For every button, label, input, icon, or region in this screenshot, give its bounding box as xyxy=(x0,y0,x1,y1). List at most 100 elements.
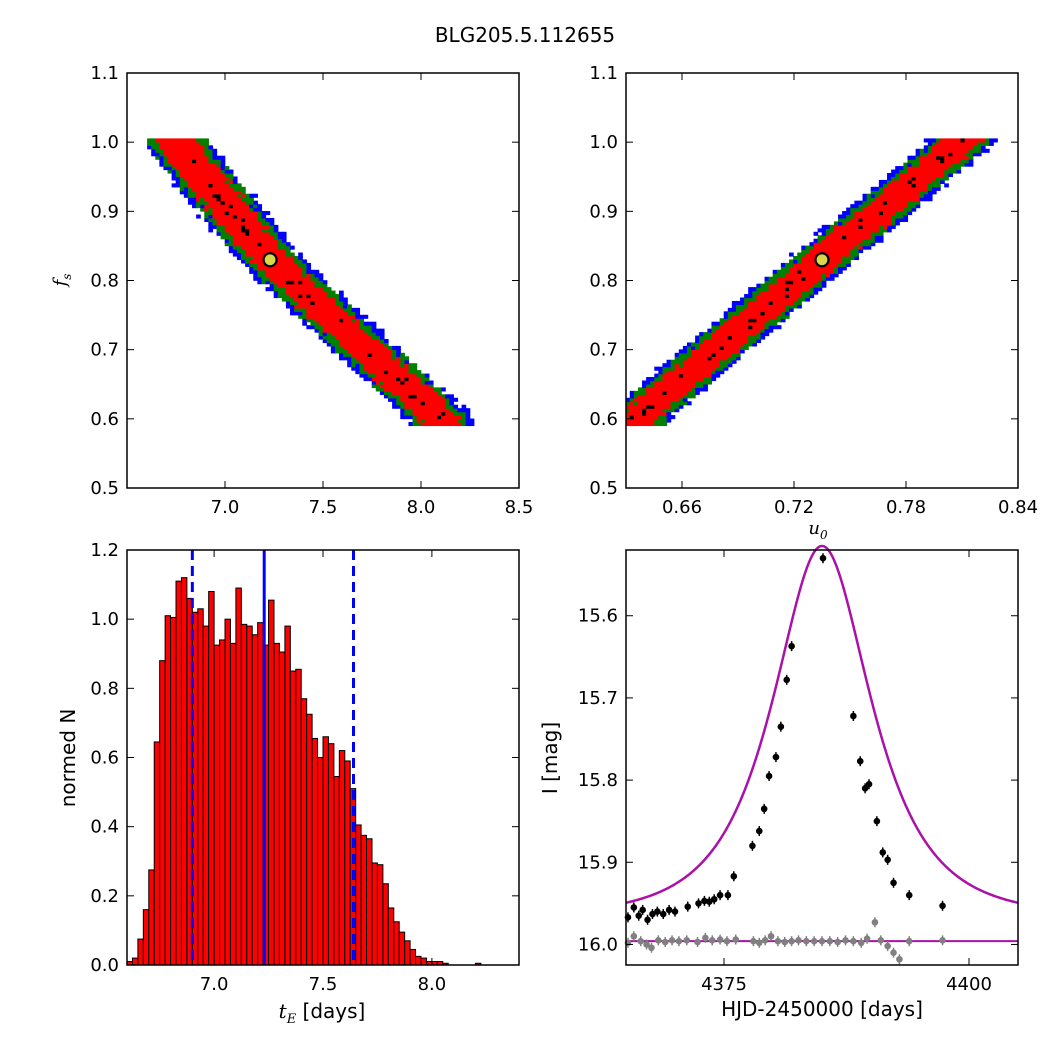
density-cell xyxy=(224,228,230,233)
p1-xtick-label: 7.0 xyxy=(211,497,240,518)
density-cell xyxy=(355,345,361,350)
density-cell xyxy=(371,366,377,371)
density-cell xyxy=(907,179,913,184)
density-cell xyxy=(764,287,770,292)
density-cell xyxy=(408,366,414,371)
density-cell xyxy=(719,318,725,323)
density-cell xyxy=(817,276,823,281)
density-cell xyxy=(363,321,369,326)
density-cell xyxy=(388,390,393,395)
density-cell xyxy=(330,332,336,337)
density-cell xyxy=(723,325,729,330)
data-point xyxy=(649,910,656,918)
p4-ytick-label: 15.9 xyxy=(578,852,618,873)
density-cell xyxy=(833,262,839,267)
residual-point xyxy=(781,938,789,946)
density-cell xyxy=(249,207,254,212)
density-cell xyxy=(850,221,855,226)
density-cell xyxy=(232,186,238,191)
density-cell xyxy=(241,211,246,216)
density-cell xyxy=(294,255,299,261)
density-cell xyxy=(277,290,283,295)
density-cell xyxy=(654,390,659,395)
density-cell xyxy=(784,280,790,285)
density-cell xyxy=(744,311,749,316)
density-cell xyxy=(829,242,835,247)
density-cell xyxy=(731,342,737,347)
density-cell xyxy=(678,377,684,382)
residual-point xyxy=(755,939,763,947)
density-cell xyxy=(723,349,729,354)
density-cell xyxy=(200,179,205,184)
density-cell xyxy=(245,204,250,209)
density-cell xyxy=(650,394,655,399)
density-cell xyxy=(359,338,365,344)
density-cell xyxy=(744,307,749,312)
best-fit-point xyxy=(814,252,830,268)
density-cell xyxy=(424,401,430,406)
p4-ytick-label: 15.6 xyxy=(578,606,618,627)
density-cell xyxy=(838,224,843,229)
density-cell xyxy=(805,245,811,250)
p2-ytick-label: 0.8 xyxy=(589,271,618,292)
density-cell xyxy=(208,211,214,216)
density-cell xyxy=(891,207,896,212)
density-cell xyxy=(895,186,900,191)
density-cell xyxy=(633,418,639,423)
density-cell xyxy=(911,162,917,167)
density-cell xyxy=(420,373,426,378)
density-cell xyxy=(866,224,872,229)
density-cell xyxy=(780,290,786,295)
density-cell xyxy=(330,318,336,323)
density-cell xyxy=(911,193,917,198)
density-cell xyxy=(212,186,218,191)
density-cell xyxy=(691,349,696,354)
density-cell xyxy=(833,238,839,243)
data-point xyxy=(630,904,638,911)
density-cell xyxy=(874,190,880,195)
density-cell xyxy=(183,145,189,150)
density-cell xyxy=(363,373,369,378)
density-cell xyxy=(695,349,700,354)
density-cell xyxy=(850,231,855,236)
density-cell xyxy=(797,304,802,309)
density-cell xyxy=(768,328,774,333)
density-cell xyxy=(776,273,782,278)
density-cell xyxy=(723,356,729,361)
density-cell xyxy=(400,377,405,382)
density-cell xyxy=(302,318,307,323)
density-cell xyxy=(249,252,254,257)
density-cell xyxy=(691,390,696,395)
density-cell xyxy=(805,269,811,274)
density-cell xyxy=(711,349,717,354)
density-cell xyxy=(715,335,721,340)
density-cell xyxy=(236,186,242,191)
density-cell xyxy=(420,387,426,392)
density-cell xyxy=(874,211,880,216)
density-cell xyxy=(960,148,966,153)
density-cell xyxy=(281,276,287,281)
density-cell xyxy=(285,269,291,274)
density-cell xyxy=(326,290,332,295)
density-cell xyxy=(163,159,169,164)
density-cell xyxy=(633,404,639,409)
density-cell xyxy=(261,238,267,243)
density-cell xyxy=(654,411,659,416)
density-cell xyxy=(457,415,463,420)
histogram-bar xyxy=(202,625,210,966)
density-cell xyxy=(273,294,279,299)
density-cell xyxy=(416,394,422,399)
density-cell xyxy=(155,138,160,143)
density-cell xyxy=(224,231,230,236)
density-cell xyxy=(310,318,316,323)
density-cell xyxy=(752,300,757,306)
density-cell xyxy=(432,408,438,413)
density-cell xyxy=(400,415,405,420)
density-cell xyxy=(273,262,279,267)
density-cell xyxy=(290,304,295,309)
density-cell xyxy=(424,373,430,378)
density-cell xyxy=(711,356,717,361)
density-cell xyxy=(887,179,892,184)
density-cell xyxy=(674,356,680,361)
density-cell xyxy=(711,342,717,347)
